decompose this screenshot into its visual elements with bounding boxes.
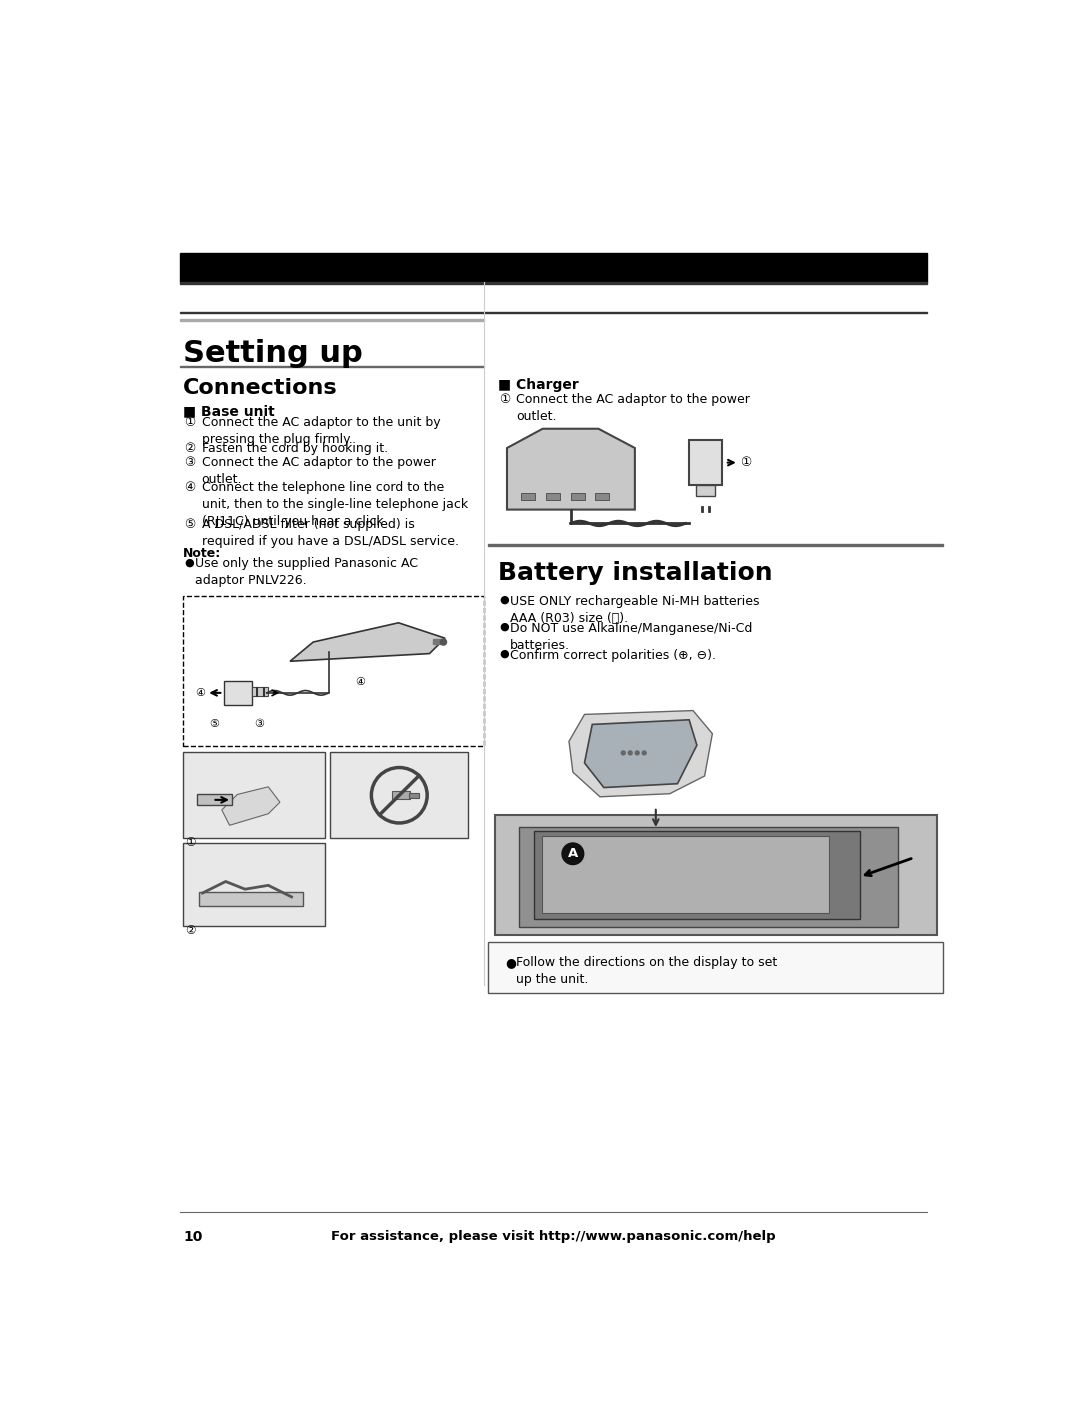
- Bar: [433, 639, 441, 644]
- Circle shape: [629, 751, 632, 755]
- Bar: [488, 545, 943, 546]
- Text: ●: ●: [499, 595, 509, 605]
- Text: ●: ●: [505, 956, 516, 969]
- Bar: [697, 484, 715, 496]
- Circle shape: [441, 639, 446, 644]
- Text: USE ONLY rechargeable Ni-MH batteries
AAA (R03) size (Ⓐ).: USE ONLY rechargeable Ni-MH batteries AA…: [510, 595, 759, 625]
- Text: ●: ●: [499, 622, 509, 632]
- Polygon shape: [221, 786, 280, 826]
- Text: Getting Started: Getting Started: [189, 288, 348, 306]
- Text: 10: 10: [183, 1230, 202, 1244]
- Text: ④: ④: [194, 688, 205, 698]
- Bar: [521, 493, 535, 500]
- Bar: [183, 753, 325, 838]
- Text: ②: ②: [185, 442, 195, 455]
- Circle shape: [562, 842, 583, 865]
- Text: ②: ②: [186, 924, 195, 936]
- Text: ●: ●: [499, 649, 509, 658]
- Text: ⑤: ⑤: [185, 518, 195, 531]
- Text: ①: ①: [740, 456, 752, 469]
- Bar: [330, 753, 469, 838]
- Text: ③: ③: [185, 456, 195, 469]
- Text: Follow the directions on the display to set
up the unit.: Follow the directions on the display to …: [516, 956, 778, 986]
- Text: ■ Charger: ■ Charger: [498, 378, 579, 392]
- Bar: [408, 793, 419, 797]
- Bar: [180, 282, 927, 284]
- Bar: [252, 687, 268, 696]
- Bar: [180, 312, 927, 313]
- Bar: [183, 842, 325, 927]
- Bar: [180, 253, 927, 282]
- Circle shape: [643, 751, 646, 755]
- Bar: [595, 493, 609, 500]
- Text: Connect the AC adaptor to the power
outlet.: Connect the AC adaptor to the power outl…: [202, 456, 435, 486]
- Polygon shape: [569, 710, 713, 797]
- Bar: [183, 595, 484, 746]
- Circle shape: [635, 751, 639, 755]
- Text: Note:: Note:: [183, 546, 221, 560]
- Polygon shape: [291, 623, 445, 661]
- Bar: [535, 831, 860, 920]
- Text: ⑤: ⑤: [210, 719, 219, 729]
- Text: ■ Base unit: ■ Base unit: [183, 404, 274, 418]
- Text: Use only the supplied Panasonic AC
adaptor PNLV226.: Use only the supplied Panasonic AC adapt…: [195, 557, 418, 587]
- Text: Do NOT use Alkaline/Manganese/Ni-Cd
batteries.: Do NOT use Alkaline/Manganese/Ni-Cd batt…: [510, 622, 753, 651]
- Bar: [180, 365, 484, 366]
- Bar: [496, 816, 937, 935]
- Bar: [199, 893, 303, 906]
- Bar: [392, 792, 410, 799]
- Bar: [570, 493, 584, 500]
- Circle shape: [621, 751, 625, 755]
- Text: Fasten the cord by hooking it.: Fasten the cord by hooking it.: [202, 442, 388, 455]
- Text: Battery installation: Battery installation: [498, 562, 772, 585]
- Text: Confirm correct polarities (⊕, ⊖).: Confirm correct polarities (⊕, ⊖).: [510, 649, 716, 661]
- Text: ①: ①: [499, 393, 511, 406]
- Text: A: A: [568, 847, 578, 861]
- Text: Connect the AC adaptor to the unit by
pressing the plug firmly.: Connect the AC adaptor to the unit by pr…: [202, 417, 441, 446]
- Text: A DSL/ADSL filter (not supplied) is
required if you have a DSL/ADSL service.: A DSL/ADSL filter (not supplied) is requ…: [202, 518, 459, 548]
- Bar: [689, 441, 721, 484]
- Text: ●: ●: [185, 557, 194, 567]
- Text: ③: ③: [254, 719, 264, 729]
- Text: Setting up: Setting up: [183, 340, 363, 368]
- Text: For assistance, please visit http://www.panasonic.com/help: For assistance, please visit http://www.…: [332, 1230, 775, 1244]
- Text: ④: ④: [185, 482, 195, 494]
- Text: Connect the AC adaptor to the power
outlet.: Connect the AC adaptor to the power outl…: [516, 393, 751, 424]
- Bar: [542, 835, 828, 913]
- Polygon shape: [584, 720, 697, 788]
- Text: ①: ①: [186, 835, 195, 849]
- Bar: [518, 827, 899, 927]
- Polygon shape: [507, 428, 635, 510]
- Bar: [180, 319, 484, 322]
- Bar: [225, 681, 252, 705]
- Text: ④: ④: [354, 677, 365, 687]
- Text: Connect the telephone line cord to the
unit, then to the single-line telephone j: Connect the telephone line cord to the u…: [202, 482, 468, 528]
- Text: Connections: Connections: [183, 378, 338, 397]
- Bar: [545, 493, 559, 500]
- Bar: [488, 942, 943, 993]
- Bar: [197, 793, 232, 804]
- Text: ①: ①: [185, 417, 195, 430]
